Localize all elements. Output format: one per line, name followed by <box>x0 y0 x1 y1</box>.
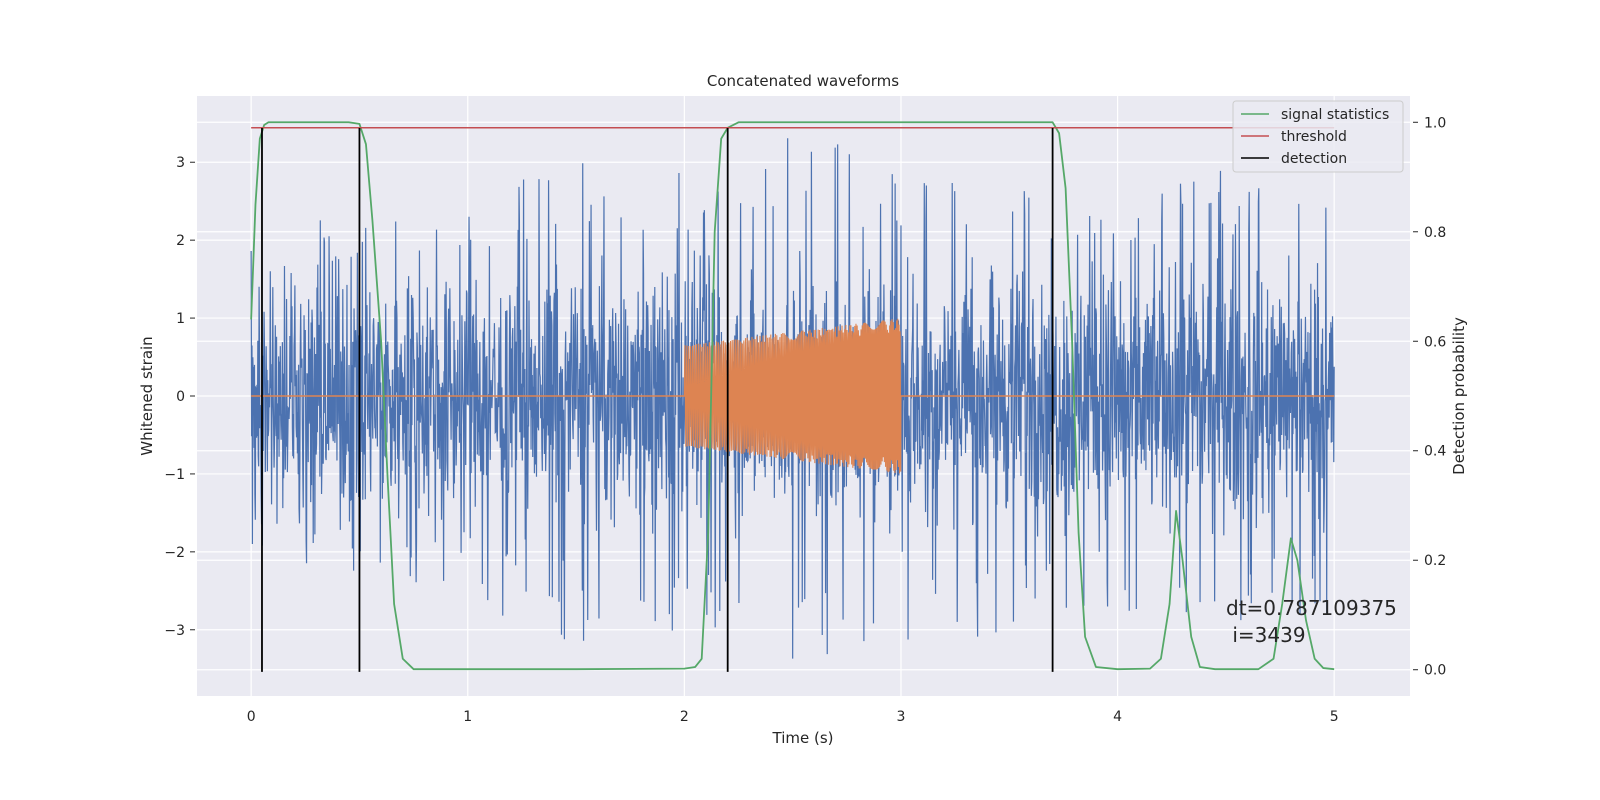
injection-chirp <box>683 318 902 474</box>
legend-label-signal-statistics: signal statistics <box>1281 107 1389 123</box>
y-right-tick-label: 0.8 <box>1424 225 1446 241</box>
y-tick-label: 0 <box>176 389 185 405</box>
x-tick-label: 2 <box>680 709 689 725</box>
legend: signal statistics threshold detection <box>1232 100 1404 173</box>
y-right-tick-label: 1.0 <box>1424 115 1446 131</box>
chart-title: Concatenated waveforms <box>707 72 899 90</box>
x-axis-label: Time (s) <box>772 729 834 747</box>
y-right-axis-label: Detection probability <box>1450 317 1468 475</box>
signal-statistics-series <box>250 121 1335 671</box>
signal-statistics-line <box>250 121 1335 671</box>
annotation-index: i=3439 <box>1226 623 1306 647</box>
y-right-tick-label: 0.6 <box>1424 334 1446 350</box>
y-tick-label: −1 <box>164 467 185 483</box>
x-tick-label: 0 <box>247 709 256 725</box>
y-tick-label: 2 <box>176 233 185 249</box>
annotation-dt: dt=0.787109375 <box>1226 596 1397 620</box>
y-tick-label: −2 <box>164 545 185 561</box>
legend-label-detection: detection <box>1281 151 1347 167</box>
strain-series <box>250 138 1335 659</box>
legend-label-threshold: threshold <box>1281 129 1347 145</box>
x-tick-labels: 0 1 2 3 4 5 <box>247 709 1339 725</box>
y-axis-label: Whitened strain <box>138 336 156 455</box>
strain-line <box>250 138 1335 659</box>
y-right-tick-label: 0.4 <box>1424 444 1446 460</box>
y-right-tick-label: 0.0 <box>1424 663 1446 679</box>
y-right-tick-label: 0.2 <box>1424 553 1446 569</box>
legend-box <box>1232 100 1404 173</box>
injection-series <box>251 318 1335 474</box>
y-tick-labels: 3 2 1 0 −1 −2 −3 <box>164 155 195 639</box>
y-tick-label: −3 <box>164 623 185 639</box>
x-tick-label: 3 <box>897 709 906 725</box>
detection-series <box>261 127 1054 672</box>
x-tick-label: 1 <box>463 709 472 725</box>
y-tick-label: 3 <box>176 155 185 171</box>
y-right-tick-labels: 1.0 0.8 0.6 0.4 0.2 0.0 <box>1413 115 1446 679</box>
x-tick-label: 5 <box>1330 709 1339 725</box>
x-tick-label: 4 <box>1113 709 1122 725</box>
y-tick-label: 1 <box>176 311 185 327</box>
